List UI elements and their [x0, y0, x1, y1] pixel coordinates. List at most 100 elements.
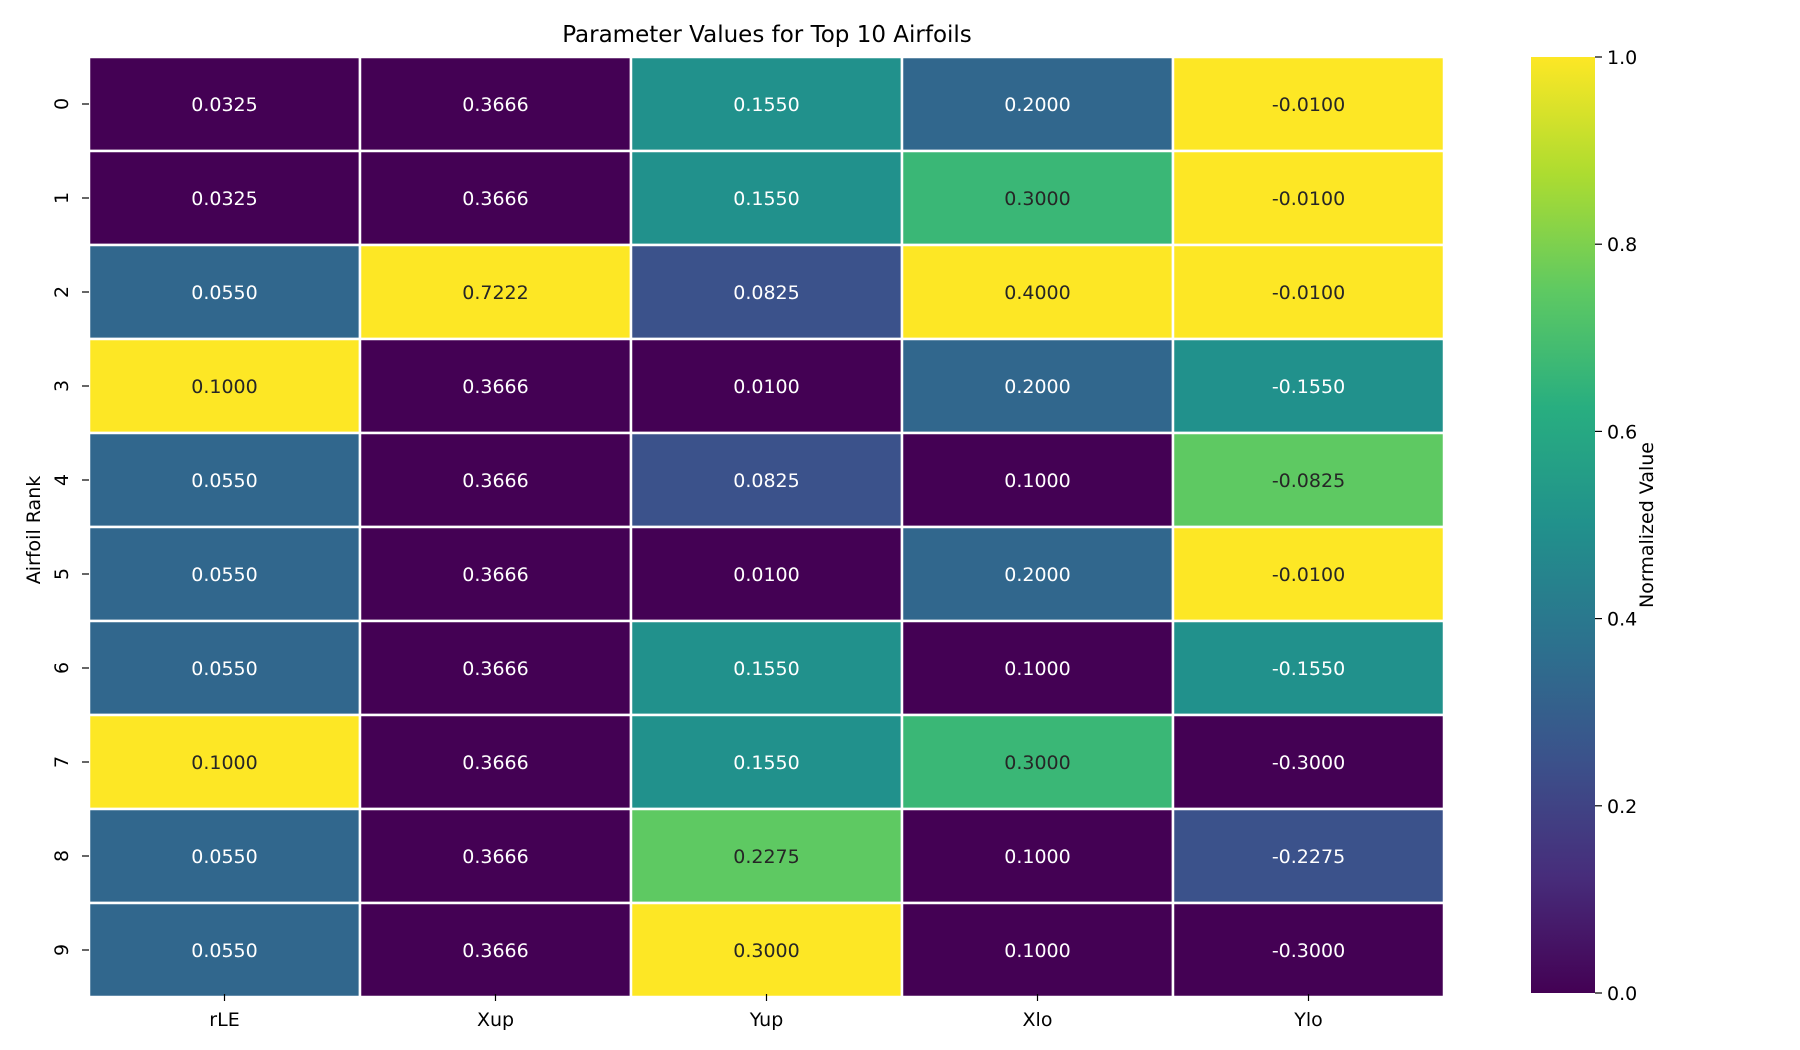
- cell-value-label: 0.1000: [1004, 470, 1070, 492]
- heatmap-cell: [358, 901, 633, 999]
- heatmap-cell: [629, 901, 904, 999]
- heatmap-cell: [900, 337, 1175, 435]
- cell-value-label: -0.0100: [1272, 564, 1345, 586]
- chart-title: Parameter Values for Top 10 Airfoils: [562, 22, 972, 48]
- cell-value-label: 0.1550: [733, 188, 799, 210]
- heatmap-cell: [1171, 149, 1446, 247]
- colorbar: 0.0 0.2 0.4 0.6 0.8 1.0: [1531, 47, 1637, 1005]
- cell-value-label: 0.1000: [1004, 846, 1070, 868]
- cell-value-label: 0.0550: [191, 282, 257, 304]
- heatmap-cell: [900, 243, 1175, 341]
- x-tick-label: Yup: [749, 1009, 784, 1031]
- heatmap-cell: [87, 619, 362, 717]
- cell-value-label: 0.3666: [462, 752, 528, 774]
- y-tick-label: 4: [51, 474, 73, 486]
- y-tick-label: 3: [51, 380, 73, 392]
- cell-value-label: -0.0100: [1272, 188, 1345, 210]
- cell-value-label: 0.0825: [733, 470, 799, 492]
- heatmap-cell: [358, 431, 633, 529]
- cell-value-label: 0.2275: [733, 846, 799, 868]
- colorbar-tick-label: 0.8: [1607, 234, 1637, 256]
- heatmap-cell: [1171, 337, 1446, 435]
- cell-value-label: -0.0825: [1272, 470, 1345, 492]
- heatmap-cell: [1171, 807, 1446, 905]
- heatmap-cell: [900, 713, 1175, 811]
- cell-value-label: 0.0550: [191, 470, 257, 492]
- colorbar-tick-label: 0.0: [1607, 983, 1637, 1005]
- cell-value-label: 0.3000: [1004, 188, 1070, 210]
- heatmap-cell: [1171, 525, 1446, 623]
- cell-value-label: 0.0550: [191, 940, 257, 962]
- heatmap-cell: [629, 55, 904, 153]
- heatmap-cell: [87, 55, 362, 153]
- y-tick-label: 7: [51, 756, 73, 768]
- y-axis-label: Airfoil Rank: [23, 476, 45, 584]
- cell-value-label: 0.1000: [191, 752, 257, 774]
- heatmap-cell: [629, 431, 904, 529]
- cell-value-label: -0.3000: [1272, 940, 1345, 962]
- x-tick-label: Xup: [477, 1009, 514, 1031]
- cell-value-label: 0.1000: [1004, 658, 1070, 680]
- y-axis-ticks: 0 1 2 3 4 5 6 7 8 9: [51, 98, 89, 956]
- colorbar-tick-label: 0.2: [1607, 796, 1637, 818]
- cell-value-label: 0.0825: [733, 282, 799, 304]
- cell-value-label: 0.3666: [462, 376, 528, 398]
- cell-value-label: 0.3666: [462, 940, 528, 962]
- cell-value-label: 0.3000: [1004, 752, 1070, 774]
- cell-value-label: 0.0325: [191, 188, 257, 210]
- cell-value-label: 0.0550: [191, 564, 257, 586]
- cell-value-label: -0.0100: [1272, 94, 1345, 116]
- cell-value-label: 0.3666: [462, 658, 528, 680]
- cell-value-label: 0.3666: [462, 846, 528, 868]
- cell-value-label: 0.1550: [733, 752, 799, 774]
- y-tick-label: 8: [51, 850, 73, 862]
- colorbar-tick-label: 0.4: [1607, 609, 1637, 631]
- heatmap-cell: [1171, 431, 1446, 529]
- heatmap-cells: 0.0325 0.3666 0.1550 0.2000 -0.0100 0.0325 0.3…: [87, 55, 1446, 999]
- cell-value-label: 0.2000: [1004, 94, 1070, 116]
- colorbar-tick-label: 0.6: [1607, 421, 1637, 443]
- heatmap-cell: [629, 807, 904, 905]
- cell-value-label: 0.1550: [733, 94, 799, 116]
- y-tick-label: 0: [51, 98, 73, 110]
- heatmap-cell: [358, 713, 633, 811]
- cell-value-label: 0.1000: [191, 376, 257, 398]
- cell-value-label: 0.0550: [191, 846, 257, 868]
- cell-value-label: 0.2000: [1004, 564, 1070, 586]
- heatmap-cell: [358, 337, 633, 435]
- cell-value-label: -0.1550: [1272, 376, 1345, 398]
- cell-value-label: 0.3000: [733, 940, 799, 962]
- cell-value-label: 0.3666: [462, 94, 528, 116]
- heatmap-cell: [87, 431, 362, 529]
- cell-value-label: 0.0100: [733, 376, 799, 398]
- heatmap-cell: [1171, 901, 1446, 999]
- cell-value-label: 0.7222: [462, 282, 528, 304]
- cell-value-label: 0.3666: [462, 564, 528, 586]
- cell-value-label: 0.3666: [462, 470, 528, 492]
- x-tick-label: Ylo: [1293, 1009, 1323, 1031]
- cell-value-label: -0.2275: [1272, 846, 1345, 868]
- heatmap-cell: [358, 55, 633, 153]
- cell-value-label: -0.0100: [1272, 282, 1345, 304]
- y-tick-label: 1: [51, 192, 73, 204]
- cell-value-label: 0.3666: [462, 188, 528, 210]
- colorbar-gradient: [1531, 57, 1595, 993]
- x-tick-label: rLE: [209, 1009, 239, 1031]
- heatmap-cell: [629, 149, 904, 247]
- heatmap-cell: [900, 901, 1175, 999]
- heatmap-cell: [358, 807, 633, 905]
- heatmap-cell: [358, 243, 633, 341]
- cell-value-label: -0.3000: [1272, 752, 1345, 774]
- y-tick-label: 2: [51, 286, 73, 298]
- heatmap-cell: [87, 901, 362, 999]
- heatmap-cell: [87, 713, 362, 811]
- cell-value-label: 0.4000: [1004, 282, 1070, 304]
- cell-value-label: 0.1000: [1004, 940, 1070, 962]
- heatmap-cell: [900, 525, 1175, 623]
- heatmap-cell: [358, 525, 633, 623]
- cell-value-label: -0.1550: [1272, 658, 1345, 680]
- cell-value-label: 0.1550: [733, 658, 799, 680]
- heatmap-cell: [1171, 713, 1446, 811]
